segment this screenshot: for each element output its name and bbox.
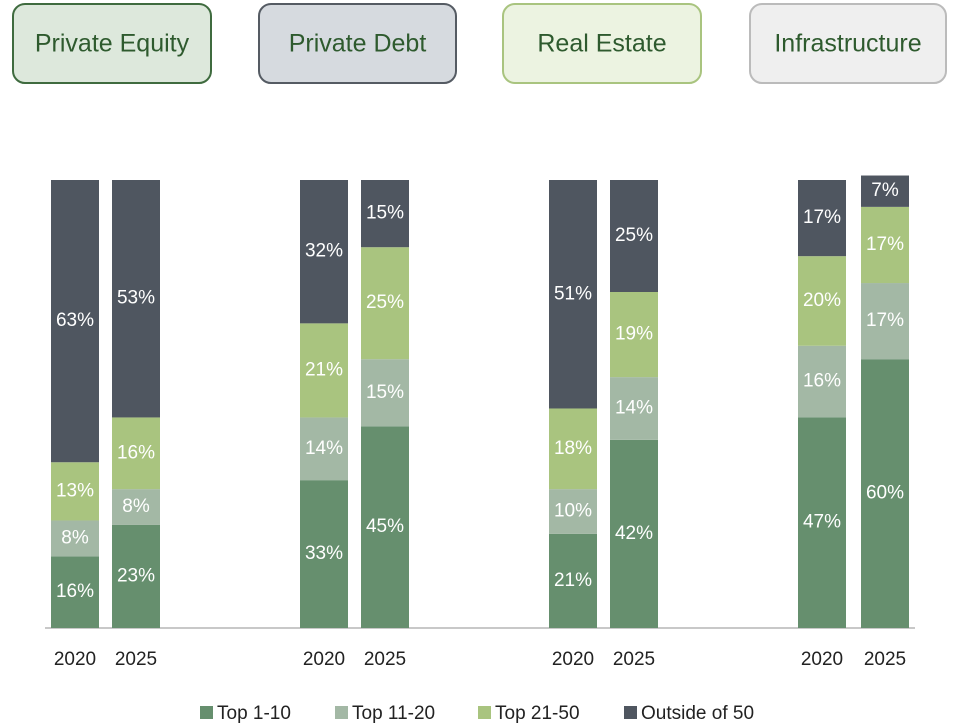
data-label: 14%: [305, 438, 343, 459]
bar-segment: [549, 489, 597, 534]
legend-swatch: [624, 706, 637, 719]
bar-segment: [549, 180, 597, 409]
data-label: 10%: [554, 501, 592, 522]
x-tick-label: 2025: [613, 649, 655, 670]
data-label: 51%: [554, 283, 592, 304]
data-label: 25%: [615, 225, 653, 246]
bar-segment: [361, 180, 409, 248]
data-label: 13%: [56, 480, 94, 501]
data-label: 47%: [803, 512, 841, 533]
bar-segment: [861, 359, 909, 628]
bar-segment: [112, 489, 160, 525]
data-label: 16%: [117, 442, 155, 463]
bar-segment: [798, 417, 846, 628]
group-box: [258, 3, 457, 84]
data-label: 17%: [866, 234, 904, 255]
legend-label: Top 1-10: [217, 703, 291, 724]
legend-label: Outside of 50: [641, 703, 754, 724]
bar-segment: [549, 533, 597, 628]
group-box: [502, 3, 702, 84]
data-label: 15%: [366, 382, 404, 403]
bar-segment: [861, 283, 909, 360]
bar-segment: [610, 292, 658, 378]
bar-segment: [798, 345, 846, 418]
data-label: 8%: [122, 496, 150, 517]
group-label: Real Estate: [537, 30, 666, 58]
legend-label: Top 11-20: [352, 703, 435, 724]
x-tick-label: 2020: [54, 649, 96, 670]
bar-segment: [112, 417, 160, 490]
data-label: 18%: [554, 438, 592, 459]
bar-segment: [112, 180, 160, 418]
x-tick-label: 2025: [364, 649, 406, 670]
data-label: 15%: [366, 203, 404, 224]
x-tick-label: 2025: [864, 649, 906, 670]
data-label: 25%: [366, 292, 404, 313]
bar-segment: [361, 359, 409, 427]
bar-segment: [51, 556, 99, 628]
data-label: 21%: [305, 359, 343, 380]
bar-segment: [549, 408, 597, 490]
legend-swatch: [200, 706, 213, 719]
legend-swatch: [335, 706, 348, 719]
data-label: 19%: [615, 324, 653, 345]
legend-label: Top 21-50: [495, 703, 580, 724]
bar-segment: [610, 439, 658, 628]
data-label: 17%: [803, 207, 841, 228]
bar-segment: [112, 524, 160, 628]
bar-segment: [361, 426, 409, 628]
bar-segment: [610, 377, 658, 440]
bar-segment: [361, 247, 409, 360]
data-label: 8%: [61, 527, 89, 548]
data-label: 17%: [866, 310, 904, 331]
data-label: 53%: [117, 288, 155, 309]
group-box: [12, 3, 212, 84]
bar-segment: [610, 180, 658, 292]
bar-segment: [861, 206, 909, 284]
legend-swatch: [478, 706, 491, 719]
bar-segment: [51, 462, 99, 521]
x-tick-label: 2020: [552, 649, 594, 670]
data-label: 16%: [803, 371, 841, 392]
bar-segment: [300, 180, 348, 324]
data-label: 21%: [554, 570, 592, 591]
data-label: 16%: [56, 581, 94, 602]
x-tick-label: 2020: [303, 649, 345, 670]
bar-segment: [51, 180, 99, 463]
bar-segment: [300, 480, 348, 628]
bar-segment: [798, 256, 846, 346]
data-label: 60%: [866, 483, 904, 504]
data-label: 42%: [615, 523, 653, 544]
data-label: 20%: [803, 290, 841, 311]
data-label: 32%: [305, 241, 343, 262]
group-label: Infrastructure: [774, 30, 921, 58]
bar-segment: [798, 180, 846, 257]
data-label: 33%: [305, 543, 343, 564]
group-box: [749, 3, 947, 84]
group-label: Private Equity: [35, 30, 190, 58]
bar-segment: [300, 323, 348, 418]
bar-segment: [861, 175, 909, 207]
x-tick-label: 2025: [115, 649, 157, 670]
data-label: 23%: [117, 565, 155, 586]
group-label: Private Debt: [289, 30, 427, 58]
bar-segment: [51, 520, 99, 557]
bar-segment: [300, 417, 348, 481]
data-label: 14%: [615, 397, 653, 418]
data-label: 45%: [366, 516, 404, 537]
data-label: 63%: [56, 310, 94, 331]
x-tick-label: 2020: [801, 649, 843, 670]
data-label: 7%: [871, 180, 899, 201]
